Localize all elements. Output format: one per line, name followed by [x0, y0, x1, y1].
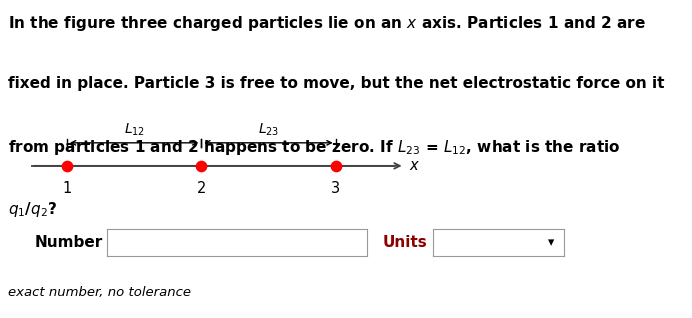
- Point: [330, 163, 341, 169]
- Text: 1: 1: [62, 181, 71, 196]
- Text: x: x: [409, 158, 418, 173]
- Text: $L_{12}$: $L_{12}$: [124, 121, 145, 138]
- Text: In the figure three charged particles lie on an $x$ axis. Particles 1 and 2 are: In the figure three charged particles li…: [8, 14, 646, 33]
- Text: Number: Number: [34, 235, 102, 250]
- Text: from particles 1 and 2 happens to be zero. If $L_{23}$ = $L_{12}$, what is the r: from particles 1 and 2 happens to be zer…: [8, 138, 621, 157]
- Text: $q_1$/$q_2$?: $q_1$/$q_2$?: [8, 200, 57, 219]
- Text: $L_{23}$: $L_{23}$: [258, 121, 279, 138]
- Point: [62, 163, 73, 169]
- Point: [196, 163, 207, 169]
- Text: 3: 3: [331, 181, 340, 196]
- Text: ▾: ▾: [547, 236, 554, 249]
- Text: 2: 2: [197, 181, 206, 196]
- Text: fixed in place. Particle 3 is free to move, but the net electrostatic force on i: fixed in place. Particle 3 is free to mo…: [8, 76, 665, 91]
- Text: Units: Units: [383, 235, 428, 250]
- Text: exact number, no tolerance: exact number, no tolerance: [8, 286, 191, 299]
